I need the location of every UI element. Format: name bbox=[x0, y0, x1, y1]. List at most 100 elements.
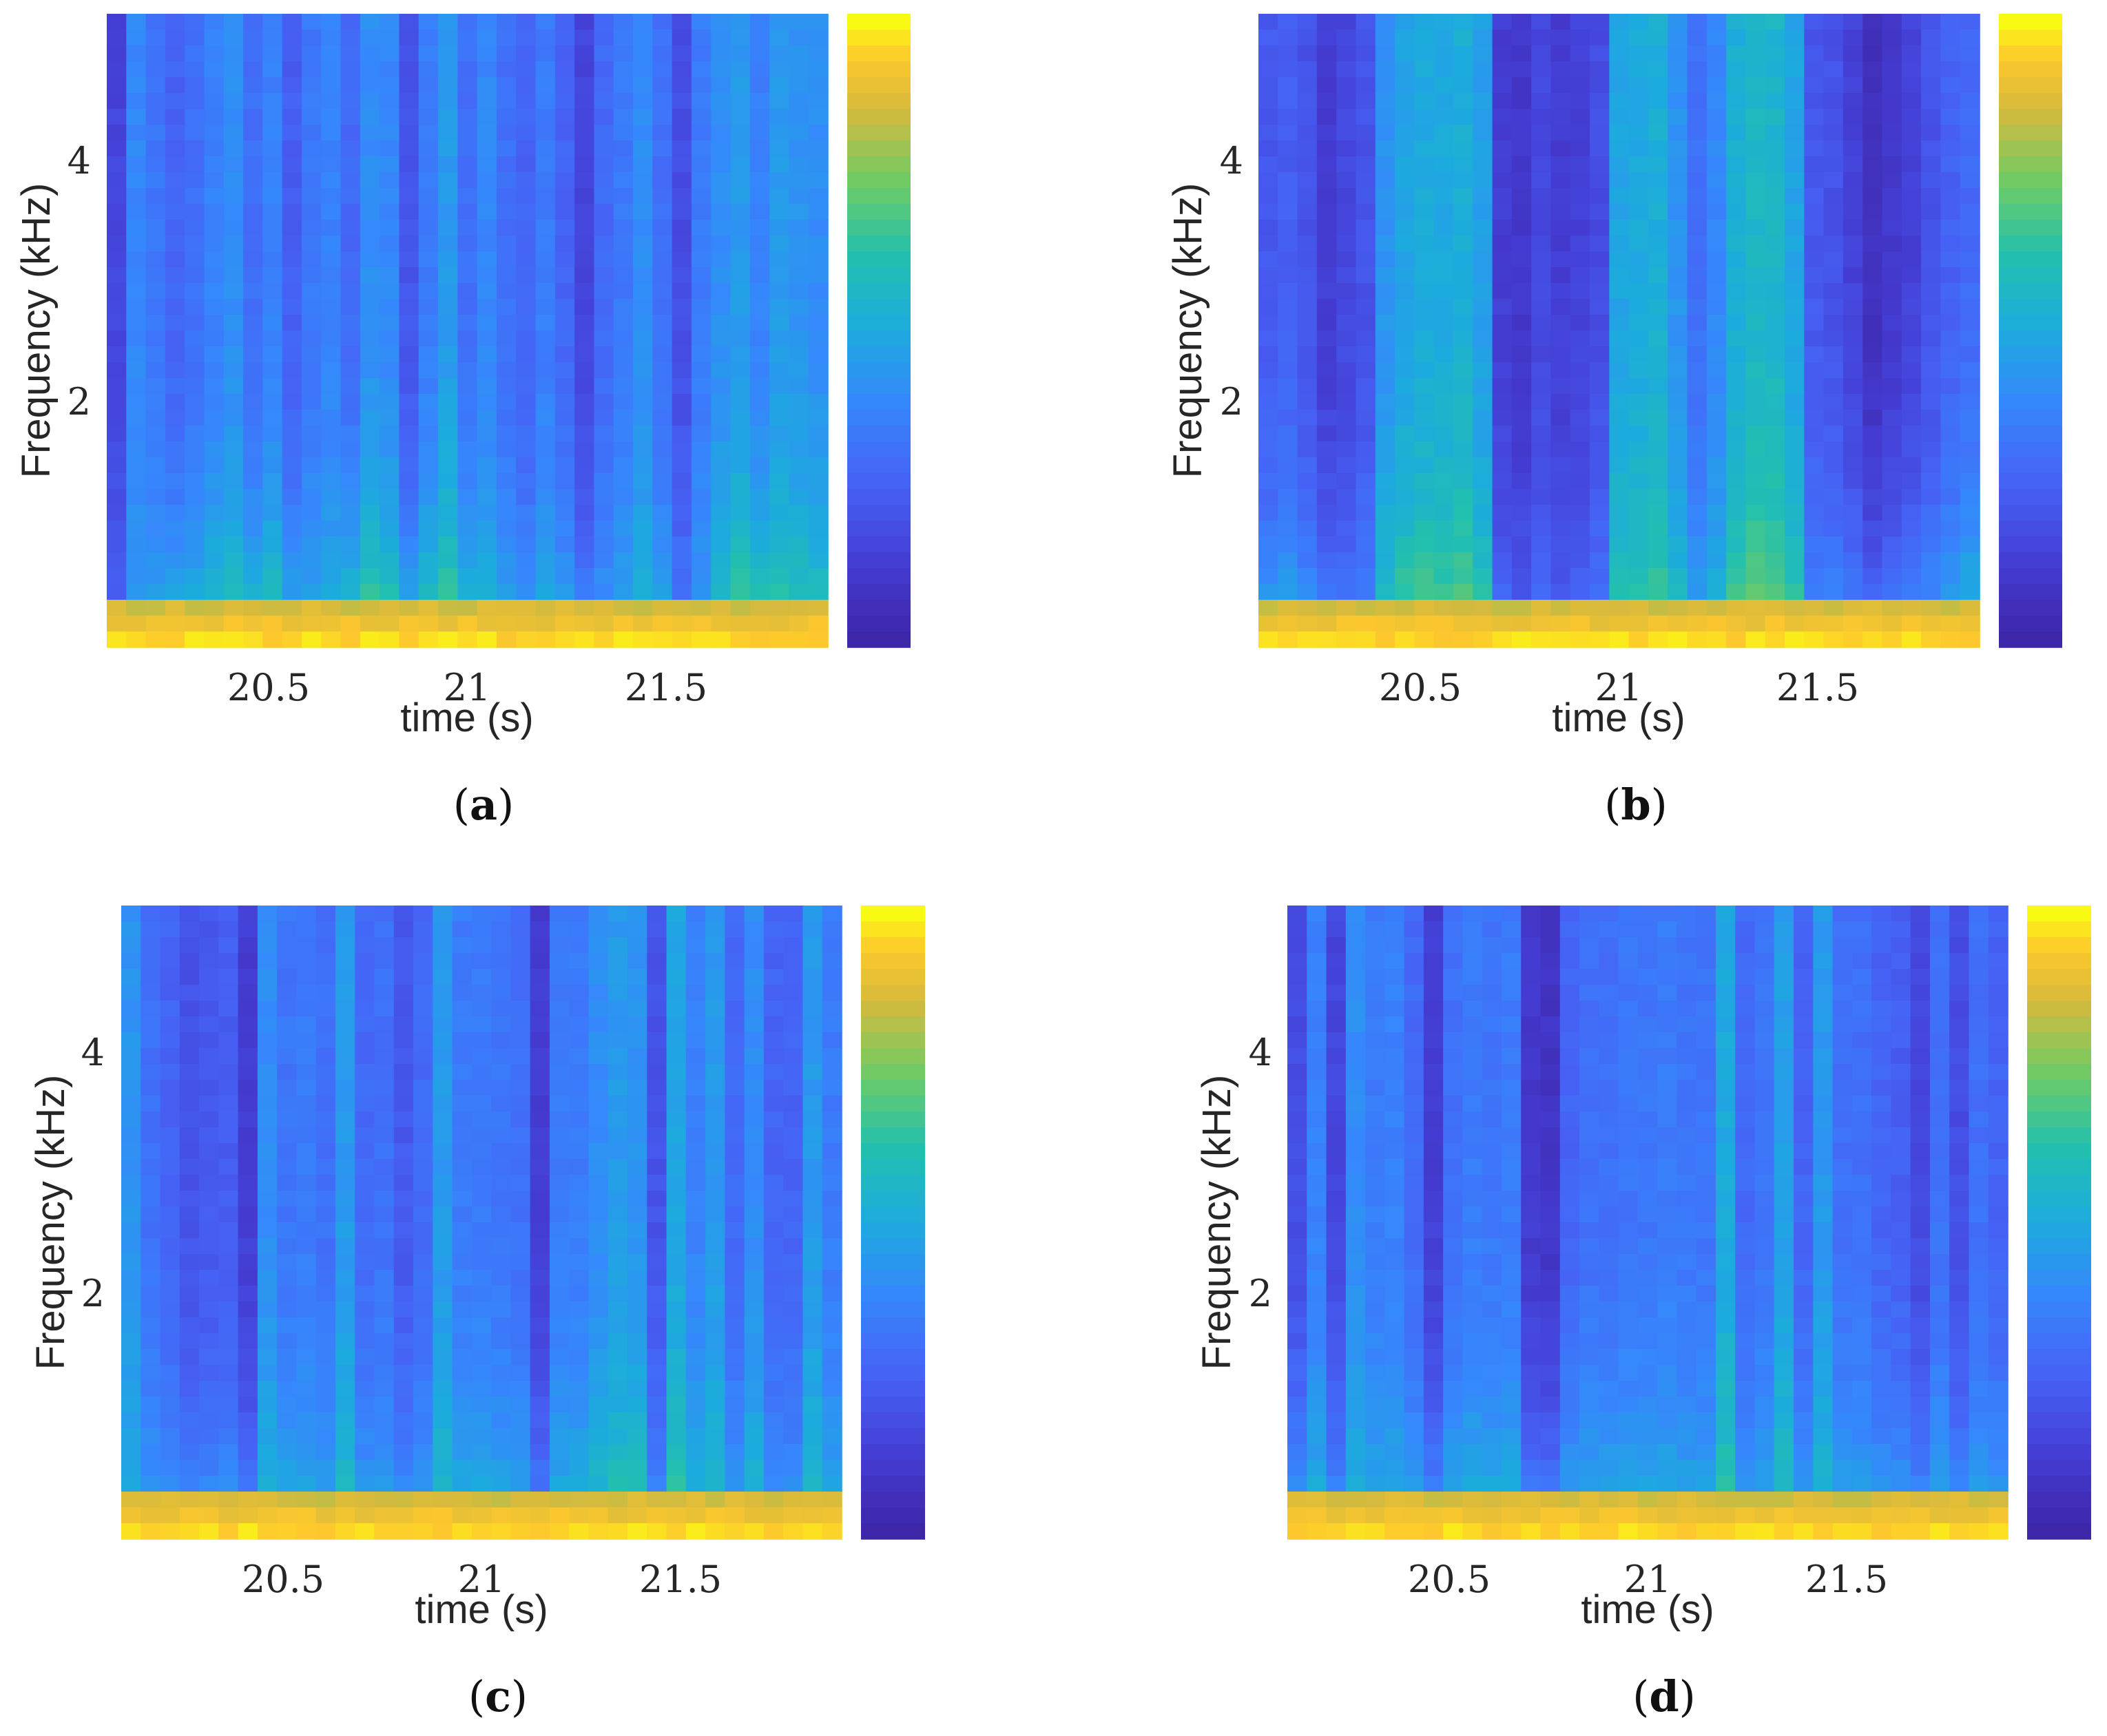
heatmap-cell bbox=[744, 921, 765, 938]
heatmap-cell bbox=[1326, 1016, 1347, 1033]
heatmap-cell bbox=[549, 906, 570, 922]
heatmap-cell bbox=[744, 1301, 765, 1318]
heatmap-cell bbox=[1365, 953, 1386, 970]
heatmap-cell bbox=[705, 906, 726, 922]
heatmap-cell bbox=[380, 77, 400, 94]
heatmap-cell bbox=[471, 906, 492, 922]
heatmap-cell bbox=[340, 220, 361, 236]
heatmap-cell bbox=[199, 985, 220, 1001]
heatmap-cell bbox=[802, 1365, 823, 1381]
heatmap-cell bbox=[315, 1444, 336, 1461]
heatmap-cell bbox=[1628, 473, 1649, 490]
heatmap-cell bbox=[477, 568, 497, 585]
heatmap-cell bbox=[516, 204, 537, 220]
heatmap-cell bbox=[204, 140, 225, 157]
heatmap-cell bbox=[413, 1048, 434, 1065]
heatmap-cell bbox=[145, 14, 166, 30]
heatmap-cell bbox=[301, 568, 322, 585]
colorbar-segment bbox=[861, 1159, 925, 1175]
heatmap-cell bbox=[1940, 521, 1961, 537]
heatmap-cell bbox=[321, 172, 342, 189]
heatmap-cell bbox=[789, 584, 809, 600]
heatmap-cell bbox=[1326, 1301, 1347, 1318]
heatmap-cell bbox=[569, 1254, 590, 1270]
heatmap-cell bbox=[277, 1412, 298, 1429]
heatmap-cell bbox=[789, 172, 809, 189]
heatmap-cell bbox=[165, 77, 185, 94]
heatmap-cell bbox=[627, 1349, 648, 1366]
heatmap-cell bbox=[1804, 331, 1825, 347]
heatmap-cell bbox=[315, 1460, 336, 1476]
heatmap-cell bbox=[613, 299, 634, 315]
colorbar-segment bbox=[861, 1064, 925, 1080]
heatmap-cell bbox=[535, 584, 556, 600]
heatmap-cell bbox=[769, 61, 790, 78]
heatmap-cell bbox=[433, 1222, 453, 1239]
heatmap-cell bbox=[457, 30, 478, 46]
heatmap-cell bbox=[165, 536, 185, 553]
heatmap-cell bbox=[1531, 77, 1552, 94]
heatmap-cell bbox=[802, 1412, 823, 1429]
heatmap-cell bbox=[1404, 1365, 1424, 1381]
heatmap-cell bbox=[594, 251, 614, 268]
heatmap-cell bbox=[588, 1096, 609, 1112]
heatmap-cell bbox=[1901, 188, 1922, 205]
heatmap-cell bbox=[749, 536, 770, 553]
heatmap-cell bbox=[549, 1048, 570, 1065]
heatmap-cell bbox=[179, 1191, 200, 1207]
heatmap-cell bbox=[730, 521, 751, 537]
heatmap-cell bbox=[1326, 953, 1347, 970]
heatmap-cell bbox=[218, 953, 239, 970]
heatmap-cell bbox=[763, 1365, 784, 1381]
heatmap-cell bbox=[763, 1159, 784, 1175]
heatmap-cell bbox=[393, 1032, 414, 1049]
heatmap-cell bbox=[471, 1175, 492, 1191]
heatmap-cell bbox=[296, 1096, 317, 1112]
heatmap-cell bbox=[1356, 362, 1376, 379]
heatmap-cell bbox=[262, 172, 283, 189]
heatmap-cell bbox=[126, 378, 147, 395]
heatmap-cell bbox=[1901, 584, 1922, 600]
heatmap-cell bbox=[1745, 426, 1766, 442]
heatmap-cell bbox=[1550, 93, 1571, 109]
heatmap-cell bbox=[1287, 1412, 1308, 1429]
heatmap-cell bbox=[277, 1206, 298, 1223]
heatmap-cell bbox=[1609, 188, 1630, 205]
heatmap-cell bbox=[691, 140, 712, 157]
heatmap-cell bbox=[355, 1222, 375, 1239]
heatmap-cell bbox=[1804, 600, 1825, 616]
heatmap-cell bbox=[574, 616, 595, 632]
heatmap-cell bbox=[179, 1111, 200, 1128]
heatmap-cell bbox=[1365, 1333, 1386, 1350]
heatmap-cell bbox=[1453, 315, 1474, 331]
heatmap-cell bbox=[1590, 236, 1610, 252]
heatmap-cell bbox=[1804, 125, 1825, 141]
heatmap-cell bbox=[1960, 220, 1980, 236]
heatmap-cell bbox=[165, 552, 185, 569]
heatmap-cell bbox=[257, 1222, 278, 1239]
heatmap-cell bbox=[1307, 1492, 1327, 1508]
heatmap-cell bbox=[179, 1301, 200, 1318]
heatmap-cell bbox=[1433, 93, 1454, 109]
heatmap-cell bbox=[1462, 1476, 1483, 1492]
heatmap-cell bbox=[691, 457, 712, 474]
heatmap-cell bbox=[1443, 1301, 1464, 1318]
heatmap-cell bbox=[725, 1286, 745, 1302]
heatmap-cell bbox=[413, 985, 434, 1001]
heatmap-cell bbox=[471, 1492, 492, 1508]
heatmap-cell bbox=[822, 937, 842, 954]
heatmap-cell bbox=[1473, 172, 1493, 189]
heatmap-cell bbox=[549, 1064, 570, 1080]
heatmap-cell bbox=[374, 1349, 395, 1366]
heatmap-cell bbox=[613, 251, 634, 268]
heatmap-cell bbox=[1687, 552, 1708, 569]
heatmap-cell bbox=[685, 969, 706, 985]
heatmap-cell bbox=[1668, 426, 1688, 442]
heatmap-cell bbox=[1901, 378, 1922, 395]
heatmap-cell bbox=[218, 1476, 239, 1492]
colorbar-segment bbox=[847, 172, 911, 189]
heatmap-cell bbox=[588, 1191, 609, 1207]
heatmap-cell bbox=[218, 969, 239, 985]
heatmap-cell bbox=[1453, 473, 1474, 490]
heatmap-cell bbox=[1473, 631, 1493, 648]
